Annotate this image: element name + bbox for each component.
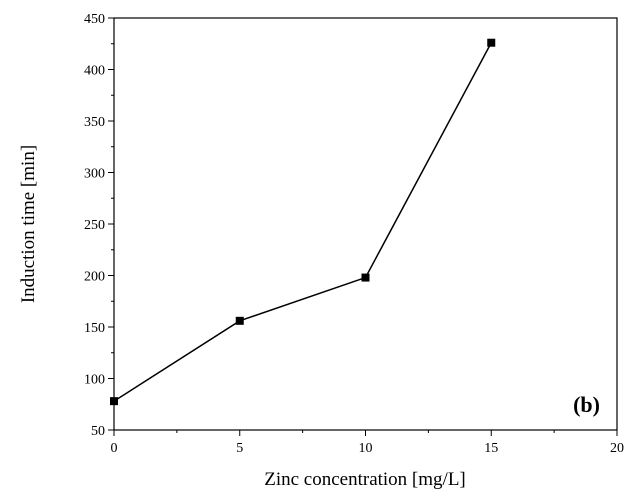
y-tick-label: 100	[84, 373, 105, 388]
x-tick-label: 0	[111, 441, 118, 456]
y-tick-label: 150	[84, 321, 105, 336]
y-tick-label: 400	[84, 64, 105, 79]
x-axis-title: Zinc concentration [mg/L]	[264, 469, 466, 490]
x-tick-label: 15	[484, 441, 498, 456]
data-point	[110, 397, 118, 406]
data-point	[487, 38, 496, 47]
data-point	[361, 273, 370, 282]
series-layer	[110, 38, 496, 406]
y-tick-label: 350	[84, 115, 105, 130]
x-tick-label: 20	[610, 441, 624, 456]
panel-label: (b)	[573, 392, 600, 417]
y-tick-label: 450	[84, 12, 105, 27]
ticks-layer: 0 5 10 15 20 50 100 150 200 250 300 350 400 450	[84, 12, 624, 456]
y-tick-label: 50	[91, 424, 105, 439]
x-tick-label: 5	[236, 441, 243, 456]
y-tick-label: 250	[84, 218, 105, 233]
y-tick-label: 300	[84, 167, 105, 182]
series-line	[113, 42, 492, 402]
y-axis-title: Induction time [min]	[18, 145, 39, 303]
y-tick-label: 200	[84, 270, 105, 285]
data-point	[235, 316, 244, 325]
x-tick-label: 10	[359, 441, 373, 456]
plot-frame	[113, 17, 618, 431]
